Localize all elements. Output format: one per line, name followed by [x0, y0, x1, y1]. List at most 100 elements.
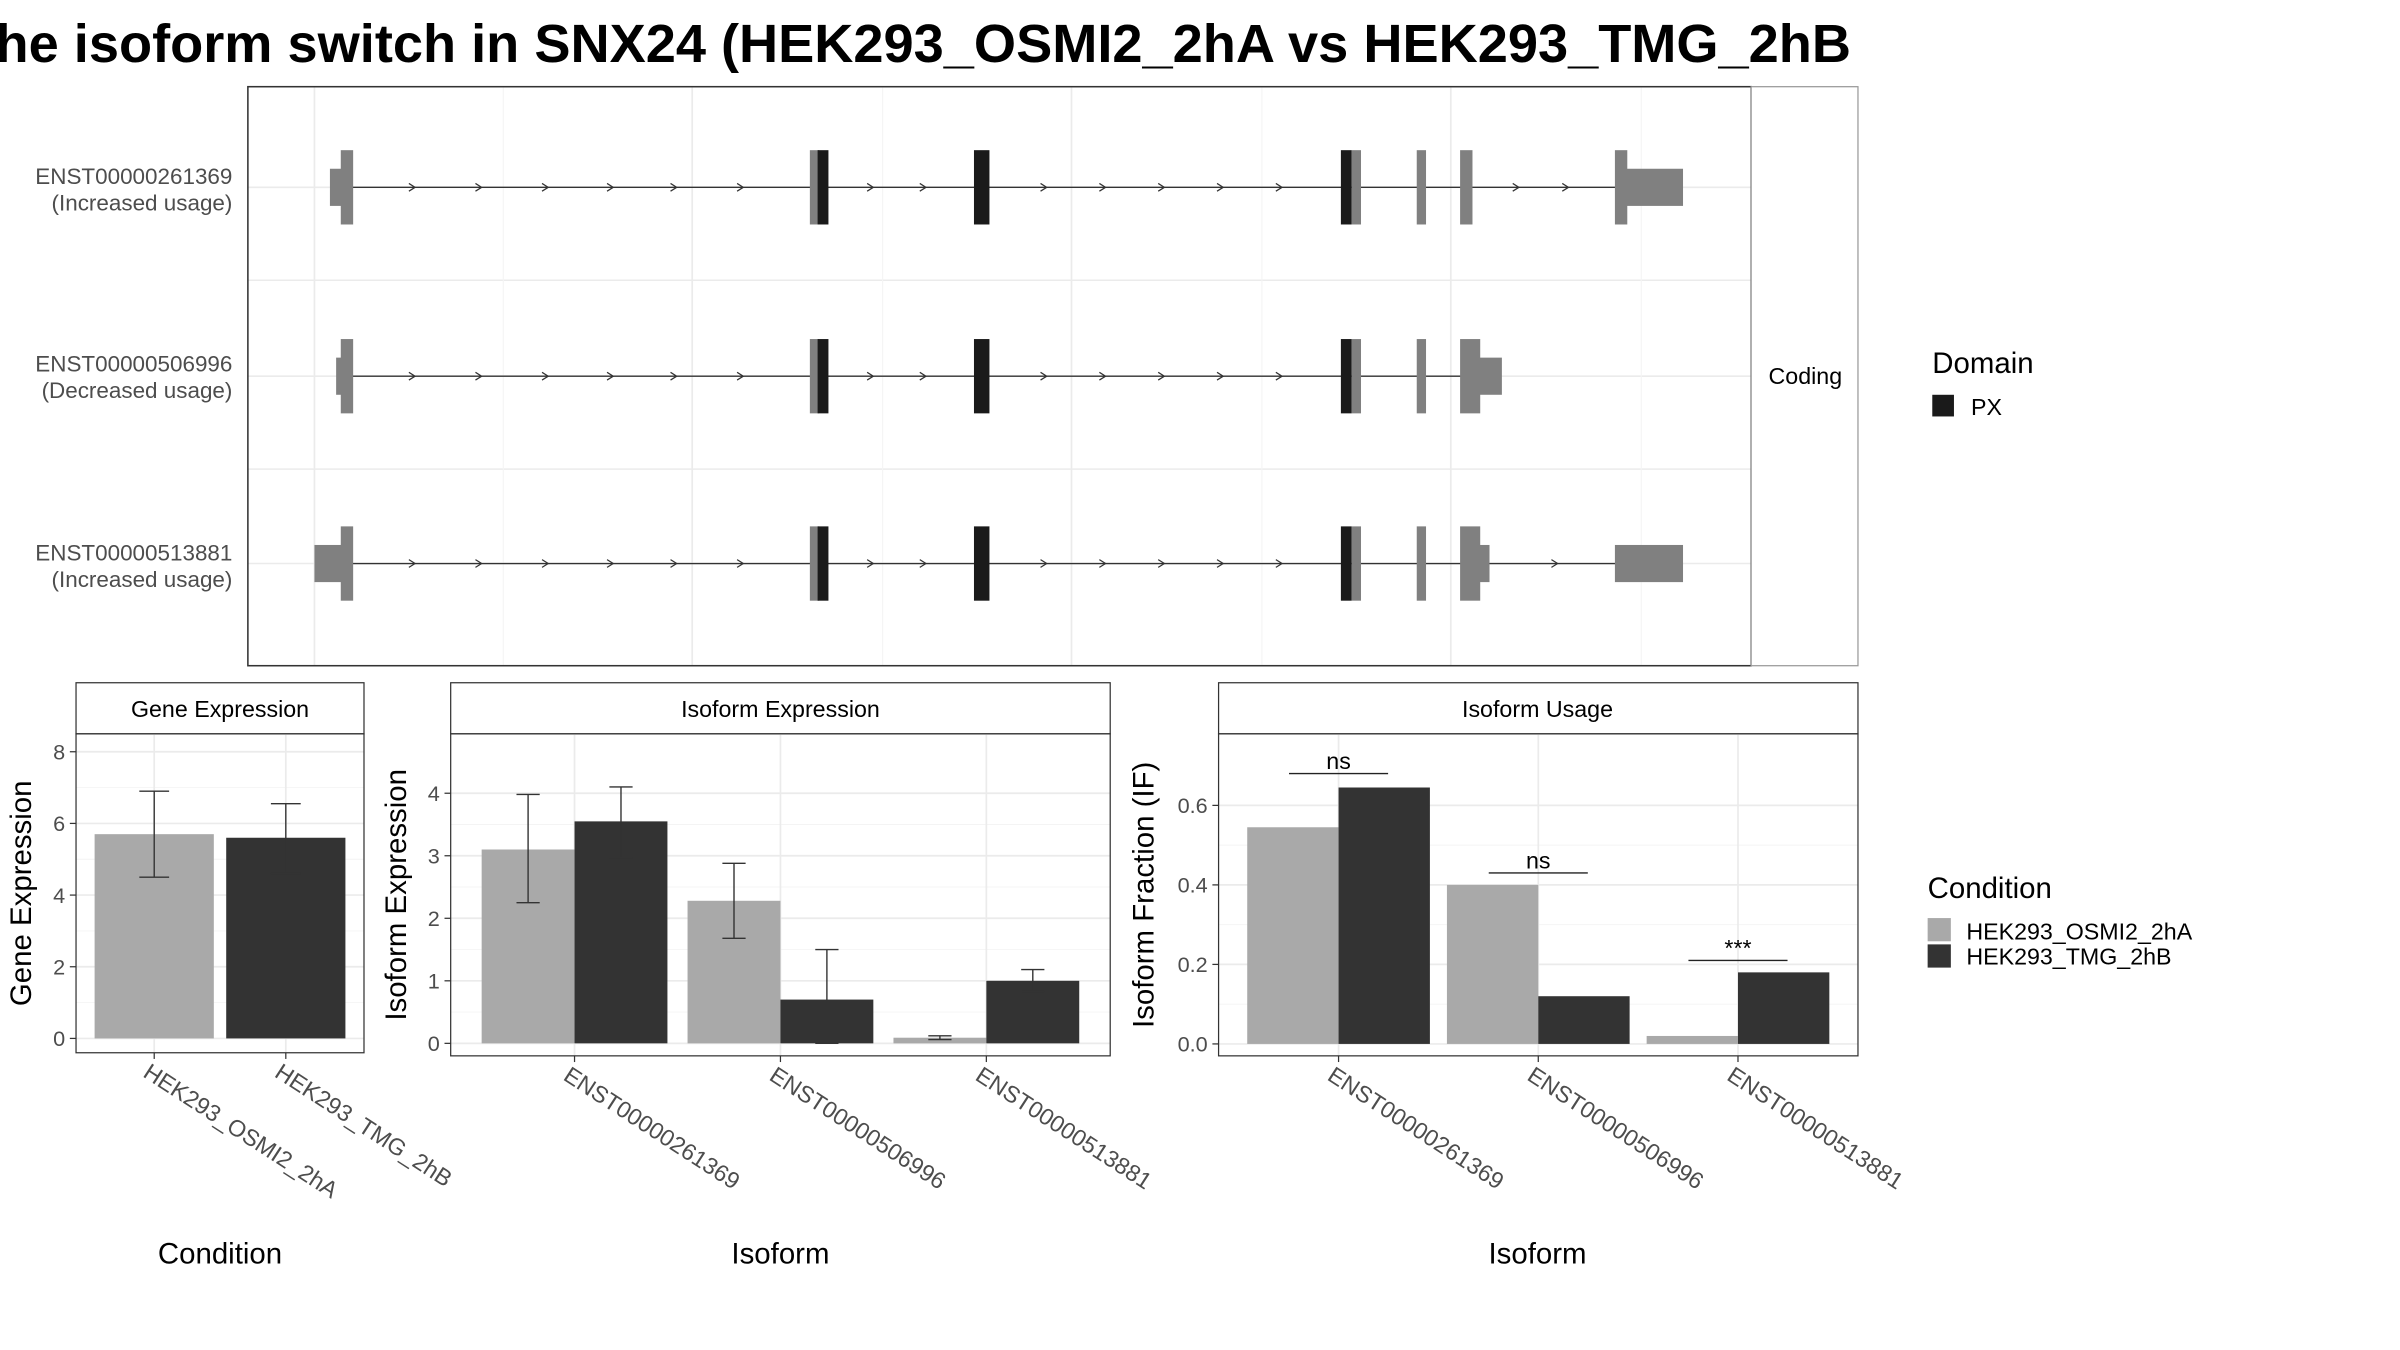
utr-exon [329, 168, 343, 206]
gene-expression-title: Gene Expression [131, 696, 309, 722]
intron-arrow [736, 559, 745, 568]
intron-arrow [475, 182, 483, 192]
intron-arrow [919, 182, 928, 192]
coding-strip-label: Coding [1769, 363, 1843, 389]
isoform-usage-strip [1217, 682, 1859, 735]
bar [1646, 1035, 1738, 1044]
intron-arrow [1099, 182, 1107, 192]
isoform-expression-plot: 0 1 2 3 4 ENST00000261369 ENST00000506996 ENST0… [428, 733, 1156, 1194]
significance-label: ns [1526, 847, 1551, 873]
intron-arrow [541, 559, 550, 568]
coding-exon [809, 339, 820, 414]
bar [893, 1037, 987, 1044]
intron-arrow [475, 371, 483, 381]
px-domain-exon [1340, 339, 1352, 414]
coding-exon [1416, 339, 1427, 414]
intron-arrow [408, 371, 417, 381]
x-tick-label: ENST00000261369 [559, 1061, 744, 1194]
y-tick-label: 4 [53, 883, 65, 908]
isoform-usage-panel: Isoform Usage 0.0 0.2 0.4 0.6 ENST0000026136… [1128, 682, 1908, 1270]
utr-exon [1478, 357, 1502, 395]
coding-exon [340, 526, 354, 601]
intron-arrow [1551, 559, 1559, 568]
coding-exon [1416, 526, 1427, 601]
isoform-expression-ylabel: Isoform Expression [380, 769, 413, 1021]
condition-a-swatch [1927, 918, 1951, 942]
intron-arrow [1040, 371, 1048, 381]
intron-arrow [1216, 371, 1225, 381]
coding-exon [340, 150, 354, 225]
utr-exon [1625, 168, 1684, 206]
intron-arrow [1157, 371, 1166, 381]
intron-arrow [866, 559, 875, 568]
isoform-expression-xlabel: Isoform [731, 1237, 829, 1270]
intron-arrow [670, 182, 678, 192]
x-tick-label: ENST00000513881 [971, 1061, 1156, 1194]
intron-arrow [1216, 559, 1225, 568]
px-legend-swatch [1932, 394, 1954, 417]
intron-arrow [1275, 371, 1284, 381]
y-tick-label: 0.6 [1178, 793, 1208, 818]
px-domain-exon [817, 150, 829, 225]
coding-exon [1416, 150, 1427, 225]
coding-strip [1750, 86, 1859, 667]
intron-arrow [606, 371, 615, 381]
condition-b-label: HEK293_TMG_2hB [1966, 944, 2171, 970]
gene-expression-ylabel: Gene Expression [5, 781, 38, 1007]
utr-exon [336, 357, 343, 395]
domain-legend-title: Domain [1932, 347, 2033, 380]
y-tick-label: 0.2 [1178, 952, 1208, 977]
isoform-usage-plot: 0.0 0.2 0.4 0.6 ENST00000261369 ENST000005069… [1178, 733, 1908, 1194]
y-tick-label: 0 [428, 1031, 440, 1056]
x-tick-label: ENST00000506996 [765, 1061, 950, 1194]
condition-legend-title: Condition [1928, 872, 2052, 905]
intron-arrow [670, 371, 678, 381]
intron-arrow [736, 182, 745, 192]
y-tick-label: 2 [53, 954, 65, 979]
intron-arrow [1512, 182, 1521, 192]
utr-exon [1614, 544, 1684, 583]
significance-label: ns [1326, 748, 1351, 774]
isoform-expression-strip [450, 682, 1111, 735]
intron-arrow [541, 371, 550, 381]
intron-arrow [606, 559, 615, 568]
transcript-label-1: ENST00000261369 [35, 164, 232, 189]
coding-exon [1460, 150, 1473, 225]
intron-arrow [1099, 559, 1107, 568]
y-tick-label: 0.4 [1178, 873, 1208, 898]
coding-exon [809, 150, 820, 225]
coding-exon [1351, 339, 1362, 414]
intron-arrow [919, 371, 928, 381]
intron-arrow [1561, 182, 1570, 192]
condition-b-swatch [1927, 944, 1951, 968]
px-domain-exon [973, 150, 990, 225]
x-tick-label: ENST00000261369 [1323, 1061, 1508, 1194]
intron-arrow [1157, 182, 1166, 192]
bar [1247, 827, 1339, 1044]
px-domain-exon [973, 339, 990, 414]
isoform-usage-ylabel: Isoform Fraction (IF) [1128, 762, 1161, 1028]
px-domain-exon [973, 526, 990, 601]
intron-arrow [736, 371, 745, 381]
px-domain-exon [1340, 150, 1352, 225]
bar [1737, 972, 1830, 1044]
transcript-note-3: (Increased usage) [52, 567, 233, 592]
intron-arrow [866, 182, 875, 192]
gene-expression-border [75, 733, 365, 1054]
y-tick-label: 4 [428, 781, 440, 806]
transcript-note-2: (Decreased usage) [42, 378, 233, 403]
intron-arrow [1275, 182, 1284, 192]
gene-expression-strip [75, 682, 365, 735]
intron-arrow [1040, 559, 1048, 568]
px-legend-label: PX [1971, 394, 2002, 420]
coding-exon [1460, 339, 1481, 414]
y-tick-label: 3 [428, 844, 440, 869]
x-tick-label: ENST00000506996 [1523, 1061, 1708, 1194]
coding-exon [1351, 150, 1362, 225]
y-tick-label: 2 [428, 906, 440, 931]
isoform-usage-title: Isoform Usage [1462, 696, 1613, 722]
domain-legend: Domain PX [1932, 347, 2034, 420]
intron-arrow [1216, 182, 1225, 192]
